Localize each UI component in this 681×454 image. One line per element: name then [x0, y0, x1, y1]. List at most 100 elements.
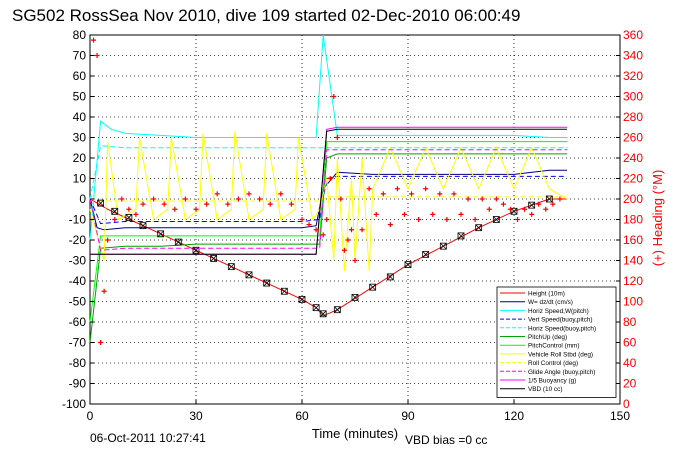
depth-marker [298, 296, 306, 303]
y2-tick-label: 60 [623, 336, 637, 350]
heading-point [430, 211, 436, 217]
y2-tick-label: 220 [623, 172, 643, 186]
x-axis: 0 30 60 90 120 150 [87, 400, 630, 423]
y-tick-label: -60 [69, 315, 87, 329]
depth-marker [457, 232, 465, 240]
depth-marker [439, 242, 447, 250]
heading-point [359, 227, 365, 233]
depth-marker [139, 222, 147, 230]
heading-point [352, 258, 358, 263]
y-tick-label: -70 [69, 336, 87, 350]
heading-point [288, 201, 294, 207]
y-tick-label: -10 [69, 213, 87, 227]
heading-point [313, 227, 319, 233]
y-tick-label: -50 [69, 295, 87, 309]
heading-point [246, 191, 252, 197]
heading-point [479, 196, 485, 202]
heading-point [257, 196, 263, 202]
series-line-2 [89, 34, 567, 241]
heading-point [486, 206, 492, 212]
heading-point [515, 217, 521, 222]
heading-point [423, 186, 429, 192]
legend-entry: Height (10m) [528, 291, 565, 298]
heading-point [172, 206, 178, 212]
depth-marker [192, 246, 200, 254]
heading-point [458, 211, 464, 217]
legend-entry: Vehicle Roll Stbd (deg) [528, 351, 593, 358]
depth-marker [492, 216, 500, 223]
heading-point [126, 206, 132, 212]
depth-marker [280, 287, 288, 295]
heading-point [500, 201, 506, 207]
legend-entry: Glide Angle (buoy,pitch) [528, 369, 595, 376]
heading-point [536, 201, 542, 207]
heading-point [416, 217, 422, 222]
depth-marker [157, 230, 165, 238]
depth-marker [333, 306, 341, 314]
y2-tick-label: 280 [623, 110, 643, 124]
y-tick-label: 30 [73, 131, 87, 145]
heading-point [140, 201, 146, 207]
y-tick-label: -90 [69, 377, 87, 391]
depth-marker [312, 304, 320, 312]
y-tick-label: -20 [69, 233, 87, 247]
heading-point [161, 201, 167, 207]
heading-point [543, 206, 549, 212]
y2-tick-label: 20 [623, 377, 637, 391]
footer-note: VBD bias =0 cc [405, 433, 487, 447]
x-tick-label: 120 [504, 409, 524, 423]
heading-point [91, 37, 97, 43]
y-tick-label: -80 [69, 356, 87, 370]
y-tick-label: 40 [73, 110, 87, 124]
y2-tick-label: 0 [623, 397, 630, 411]
heading-point [380, 191, 386, 197]
right-y-axis-label: (+) Heading (°M) [650, 170, 665, 267]
legend: Height (10m)W= dz/dt (cm/s) Horiz Speed,W… [496, 286, 617, 398]
x-tick-label: 60 [295, 409, 309, 423]
depth-marker [404, 261, 412, 269]
heading-point [334, 135, 340, 140]
y-tick-label: -100 [62, 397, 86, 411]
depth-marker [111, 207, 119, 215]
legend-entry: Horiz Speed,W(pitch) [528, 308, 589, 315]
heading-point [225, 201, 231, 207]
heading-point [112, 217, 118, 222]
series-line-9 [89, 149, 567, 251]
series-line-11 [90, 128, 567, 255]
depth-marker [97, 199, 104, 207]
depth-marker [475, 224, 483, 232]
depth-marker [227, 263, 235, 271]
x-tick-label: 0 [87, 409, 94, 423]
x-tick-label: 90 [401, 409, 415, 423]
heading-point [278, 191, 284, 197]
left-y-axis: -100-90-80-70-60-50-40-30-20-10010203040… [62, 28, 94, 411]
y2-tick-label: 80 [623, 315, 637, 329]
y2-tick-label: 40 [623, 356, 637, 370]
heading-point [133, 211, 139, 217]
legend-entry: VBD (10 cc) [528, 386, 562, 393]
y2-tick-label: 340 [623, 49, 643, 63]
heading-point [507, 206, 513, 212]
depth-marker [263, 279, 271, 287]
heading-point [331, 94, 337, 99]
y-tick-label: 0 [79, 192, 86, 206]
heading-point [341, 247, 347, 253]
y2-tick-label: 260 [623, 131, 643, 145]
heading-point [235, 196, 241, 202]
heading-point [345, 237, 351, 243]
y2-tick-label: 240 [623, 151, 643, 165]
depth-marker [174, 238, 182, 246]
legend-entry: Roll Control (deg) [528, 360, 578, 367]
y2-tick-label: 300 [623, 90, 643, 104]
heading-point [409, 191, 415, 197]
footer-date: 06-Oct-2011 10:27:41 [90, 431, 206, 445]
heading-point [451, 191, 457, 197]
heading-point [366, 186, 372, 192]
heading-point [324, 217, 330, 222]
legend-entry: PitchUp (deg) [528, 334, 567, 341]
heading-point [94, 53, 100, 58]
legend-entry: Horiz Speed(buoy,pitch) [528, 325, 596, 332]
heading-point [387, 222, 393, 228]
y-tick-label: 20 [73, 151, 87, 165]
y-tick-label: 10 [73, 172, 87, 186]
